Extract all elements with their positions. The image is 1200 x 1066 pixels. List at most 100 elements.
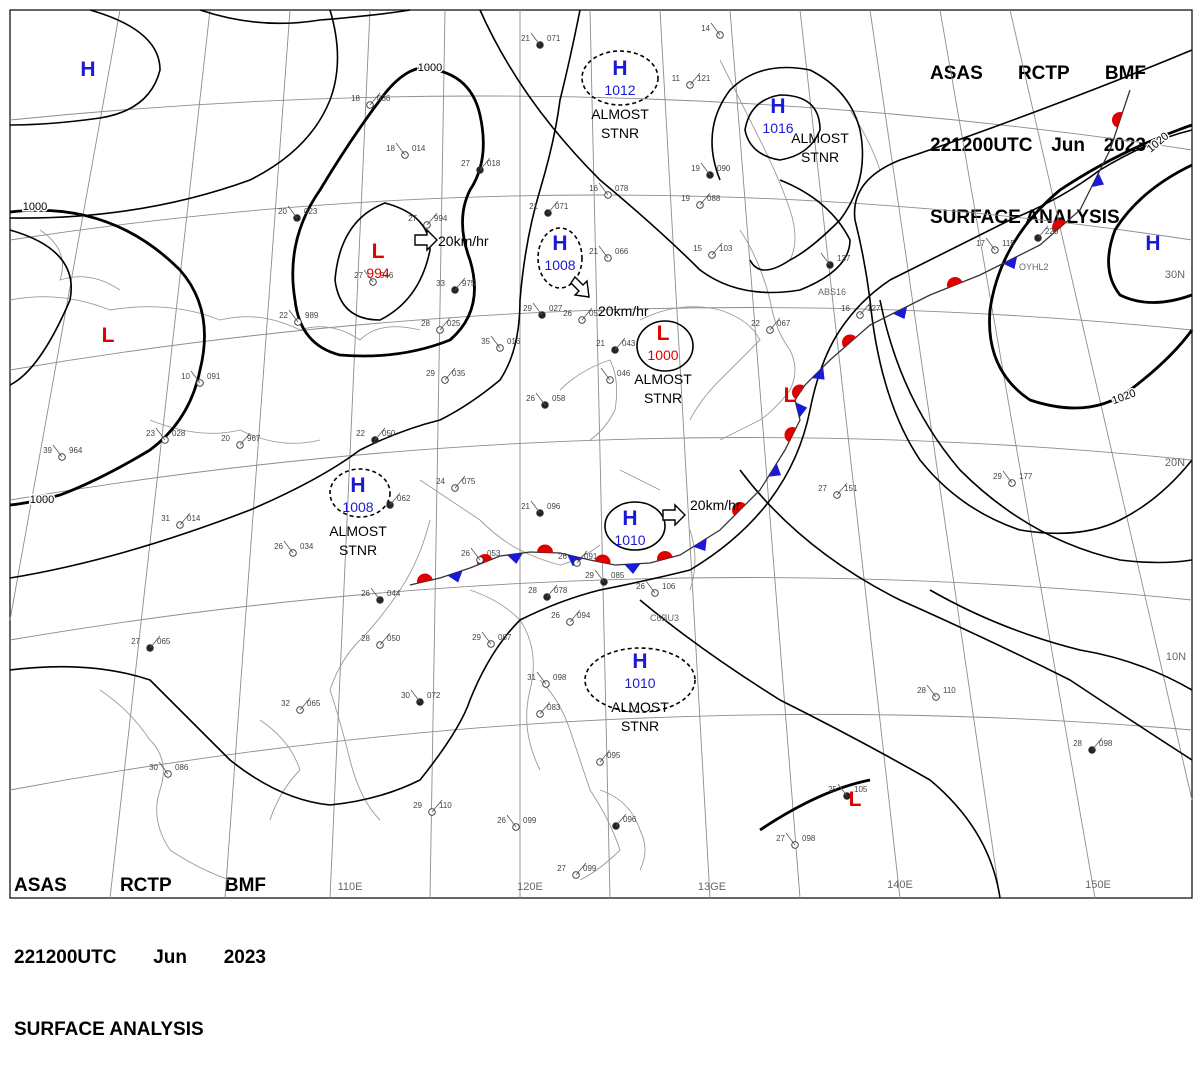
- station-plot: 29 027: [523, 302, 563, 319]
- station-temperature: 28: [361, 634, 370, 643]
- high-pressure-symbol: H: [770, 95, 785, 118]
- station-pressure: 078: [554, 586, 568, 595]
- header-station: RCTP: [119, 875, 172, 896]
- dashed-contour-1012: [581, 50, 659, 106]
- station-plot: 26 034: [274, 540, 314, 557]
- longitude-label: 120E: [517, 881, 543, 893]
- wind-barb: [389, 492, 401, 506]
- station-pressure: 062: [397, 494, 411, 503]
- station-plot: 15 103: [693, 242, 733, 259]
- wind-barb: [379, 632, 391, 646]
- station-temperature: 21: [589, 247, 598, 256]
- wind-barb: [598, 245, 609, 259]
- station-plot: 22 050: [356, 427, 396, 444]
- station-pressure: 110: [439, 801, 452, 810]
- wind-barb: [575, 862, 587, 876]
- cold-front-triangle: [1091, 172, 1104, 188]
- station-plot: 21 071: [529, 200, 569, 217]
- dashed-contour-h1008: [329, 468, 391, 518]
- pressure-value: 1016: [762, 120, 793, 136]
- warm-front-semicircle: [842, 334, 857, 348]
- wind-barb: [547, 200, 559, 214]
- movement-speed: 20km/hr: [690, 497, 741, 513]
- header-year: 2023: [223, 947, 266, 968]
- station-temperature: 10: [181, 372, 190, 381]
- station-plot: 27 018: [461, 157, 501, 174]
- wind-barb: [614, 337, 626, 351]
- high-pressure-symbol: H: [632, 650, 647, 673]
- station-pressure: 071: [555, 202, 569, 211]
- station-pressure: 067: [777, 319, 791, 328]
- warm-front-semicircle: [417, 573, 433, 584]
- pressure-value: 1008: [342, 499, 373, 515]
- station-plot: 24 075: [436, 475, 476, 492]
- station-pressure: 127: [867, 304, 881, 313]
- station-plot: 11 121: [672, 72, 711, 89]
- station-plot: 220: [1034, 225, 1059, 242]
- station-pressure: 137: [837, 254, 851, 263]
- warm-front-semicircle: [657, 551, 673, 562]
- station-plot: 16 078: [589, 182, 629, 199]
- station-plot: 062: [386, 492, 411, 509]
- station-temperature: 26: [361, 589, 370, 598]
- station-pressure: 087: [498, 633, 512, 642]
- station-temperature: 17: [976, 239, 985, 248]
- high-pressure-symbol: H: [1145, 232, 1160, 255]
- longitude-label: 150E: [1085, 879, 1111, 891]
- station-pressure: 967: [247, 434, 261, 443]
- isobar-1000-inner: [9, 229, 72, 386]
- station-plot: 26 091: [558, 550, 598, 567]
- station-pressure: 044: [387, 589, 401, 598]
- almost-stationary-note: ALMOST: [611, 699, 669, 715]
- wind-barb: [769, 317, 781, 331]
- contour-l1000: [636, 320, 694, 372]
- coastlines: [9, 59, 881, 881]
- station-temperature: 32: [281, 699, 290, 708]
- station-pressure: 098: [553, 673, 567, 682]
- longitude-label: 110E: [338, 881, 363, 893]
- header-agency: ASAS: [14, 875, 67, 896]
- station-temperature: 26: [526, 394, 535, 403]
- station-temperature: 27: [131, 637, 140, 646]
- station-pressure: 095: [607, 751, 621, 760]
- station-pressure: 027: [549, 304, 563, 313]
- station-temperature: 19: [681, 194, 690, 203]
- station-temperature: 29: [426, 369, 435, 378]
- station-pressure: 115: [1002, 239, 1015, 248]
- isobar-1016-se: [929, 589, 1193, 691]
- station-temperature: 27: [408, 214, 417, 223]
- wind-barb: [506, 814, 517, 828]
- isobar-1016: [744, 94, 821, 161]
- station-pressure: 046: [617, 369, 631, 378]
- station-temperature: 28: [421, 319, 430, 328]
- station-pressure: 091: [584, 552, 598, 561]
- wind-barb: [837, 783, 848, 797]
- wind-barb: [369, 92, 381, 106]
- warm-front-semicircle: [784, 427, 797, 443]
- station-temperature: 22: [751, 319, 760, 328]
- low-pressure-symbol: L: [372, 240, 385, 263]
- station-plot: 28 098: [1073, 737, 1113, 754]
- station-plot: 10 091: [181, 370, 221, 387]
- wind-barb: [645, 580, 656, 594]
- cold-front-triangle: [624, 563, 641, 574]
- pressure-value: 1008: [544, 257, 575, 273]
- station-pressure: 058: [552, 394, 566, 403]
- isobar-top: [199, 9, 411, 25]
- station-pressure: 103: [719, 244, 733, 253]
- station-temperature: 26: [558, 552, 567, 561]
- station-temperature: 18: [351, 94, 360, 103]
- station-pressure: 083: [547, 703, 561, 712]
- station-plot: 27 098: [776, 832, 816, 849]
- station-pressure: 065: [157, 637, 171, 646]
- station-pressure: 099: [523, 816, 537, 825]
- station-temperature: 30: [401, 691, 410, 700]
- station-pressure: 091: [207, 372, 221, 381]
- station-plot: 19 088: [681, 192, 721, 209]
- isobars: [9, 9, 1194, 899]
- isobar-label: 1000: [30, 494, 54, 506]
- isobar-1008-se: [639, 599, 1001, 899]
- station-pressure: 220: [1045, 227, 1059, 236]
- isobar-1020-outer: [988, 123, 1194, 410]
- closed-centers: [329, 50, 696, 713]
